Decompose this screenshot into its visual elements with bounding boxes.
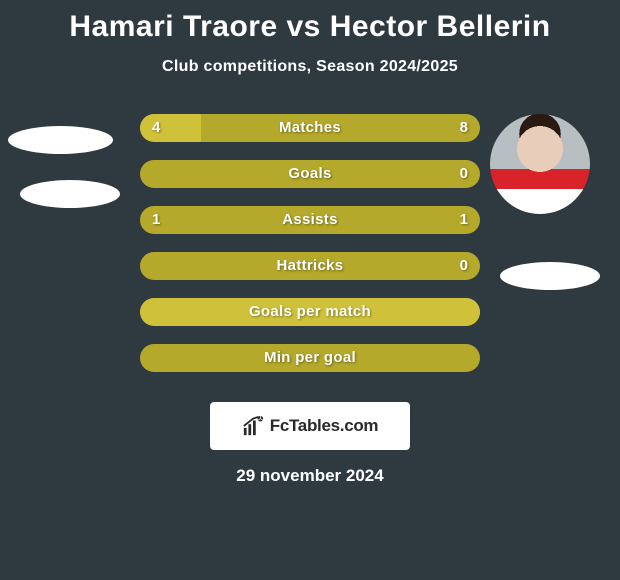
bar-value-right: 8 bbox=[460, 114, 468, 142]
page-title: Hamari Traore vs Hector Bellerin bbox=[0, 0, 620, 44]
bar-value-right: 0 bbox=[460, 252, 468, 280]
decorative-ellipse bbox=[20, 180, 120, 208]
comparison-chart: Matches48Goals0Assists11Hattricks0Goals … bbox=[0, 114, 620, 394]
decorative-ellipse bbox=[500, 262, 600, 290]
bar-label: Goals bbox=[140, 160, 480, 188]
bar-value-right: 0 bbox=[460, 160, 468, 188]
bar-label: Goals per match bbox=[140, 298, 480, 326]
bar-label: Assists bbox=[140, 206, 480, 234]
source-logo: FcTables.com bbox=[210, 402, 410, 450]
bar-value-left: 1 bbox=[152, 206, 160, 234]
bar-label: Min per goal bbox=[140, 344, 480, 372]
decorative-ellipse bbox=[8, 126, 113, 154]
fctables-icon bbox=[242, 415, 264, 437]
bar-row: Min per goal bbox=[140, 344, 480, 372]
bar-row: Hattricks0 bbox=[140, 252, 480, 280]
bar-label: Hattricks bbox=[140, 252, 480, 280]
date-label: 29 november 2024 bbox=[0, 466, 620, 486]
bar-row: Assists1 1 bbox=[140, 206, 480, 234]
bar-value-right: 1 bbox=[460, 206, 468, 234]
bars-container: Matches48Goals0Assists11Hattricks0Goals … bbox=[140, 114, 480, 390]
logo-text: FcTables.com bbox=[270, 416, 379, 436]
bar-row: Goals per match bbox=[140, 298, 480, 326]
player-photo-icon bbox=[490, 114, 590, 214]
bar-row: Matches4 8 bbox=[140, 114, 480, 142]
bar-row: Goals0 bbox=[140, 160, 480, 188]
subtitle: Club competitions, Season 2024/2025 bbox=[0, 58, 620, 76]
bar-value-left: 4 bbox=[152, 114, 160, 142]
bar-label: Matches bbox=[140, 114, 480, 142]
player-avatar-right bbox=[490, 114, 590, 214]
